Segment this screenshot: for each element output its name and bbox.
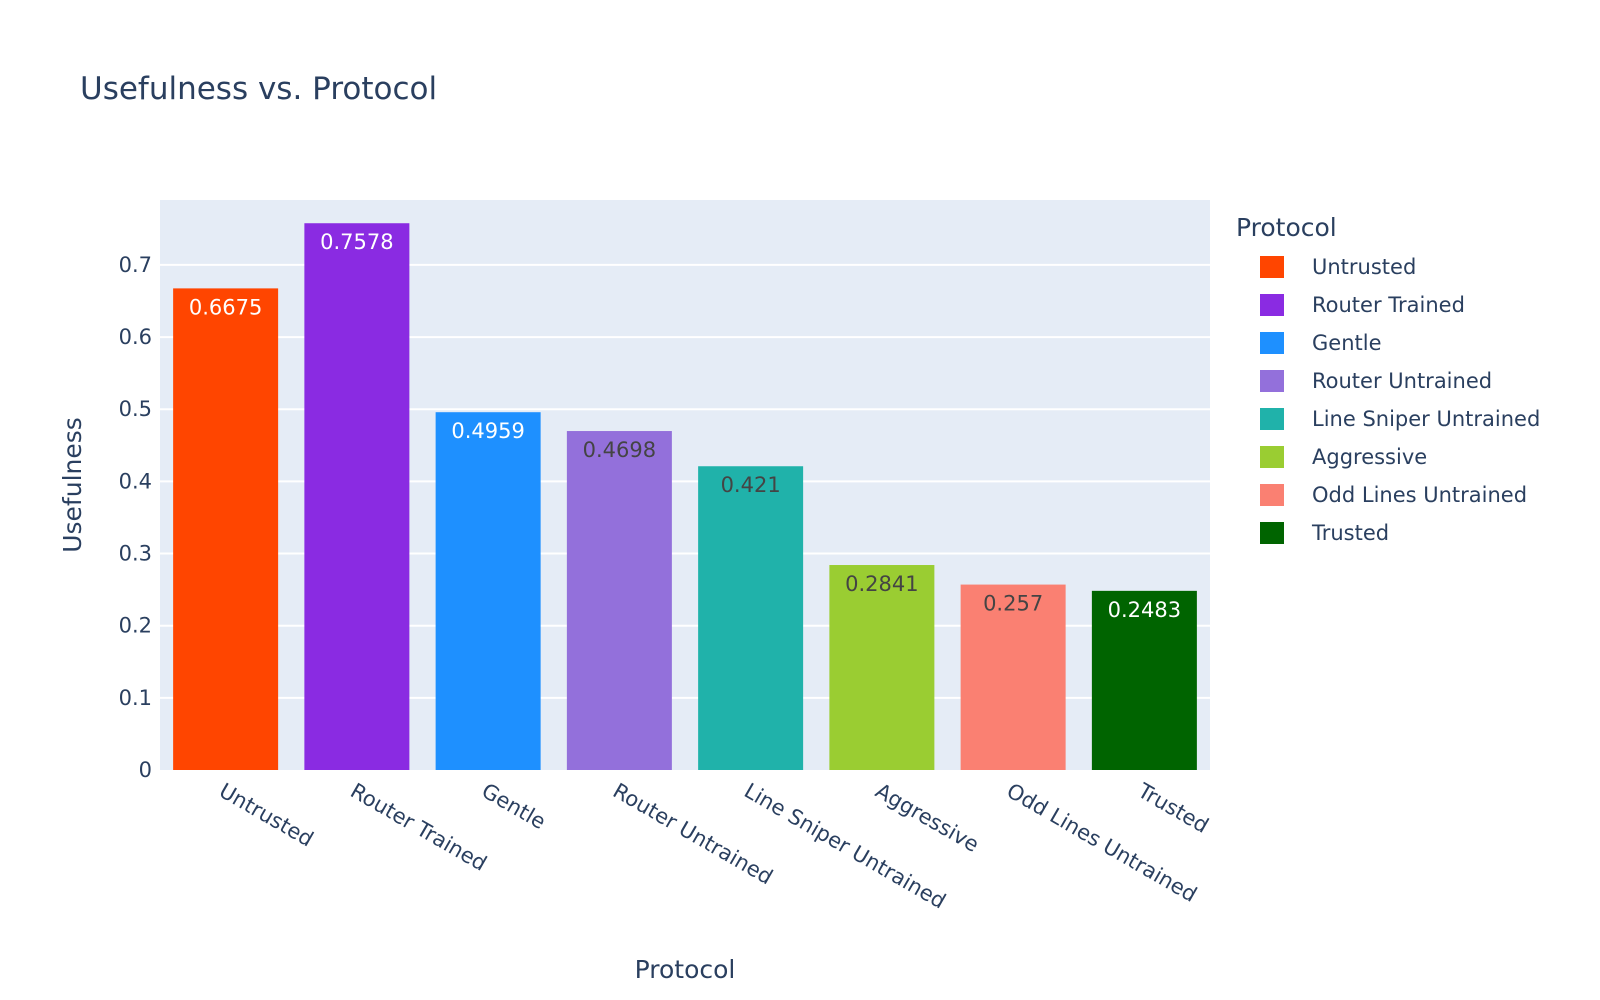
- bar[interactable]: [698, 466, 804, 770]
- legend-label: Router Untrained: [1312, 369, 1492, 393]
- bar[interactable]: [960, 584, 1066, 770]
- y-tick-label: 0.7: [119, 253, 152, 277]
- bar[interactable]: [304, 223, 410, 770]
- legend-swatch: [1260, 256, 1284, 278]
- bar[interactable]: [173, 288, 279, 770]
- legend-swatch: [1260, 370, 1284, 392]
- legend-label: Trusted: [1311, 521, 1389, 545]
- legend-item[interactable]: Aggressive: [1260, 445, 1427, 469]
- bar-value-label: 0.6675: [189, 295, 262, 319]
- legend-item[interactable]: Trusted: [1260, 521, 1389, 545]
- x-tick-label: Aggressive: [871, 779, 983, 857]
- legend-label: Router Trained: [1312, 293, 1465, 317]
- legend-label: Aggressive: [1312, 445, 1427, 469]
- legend-label: Gentle: [1312, 331, 1382, 355]
- legend-item[interactable]: Router Trained: [1260, 293, 1465, 317]
- legend-item[interactable]: Odd Lines Untrained: [1260, 483, 1527, 507]
- bar-value-label: 0.4698: [583, 438, 656, 462]
- x-tick-label: Trusted: [1133, 778, 1213, 838]
- bar[interactable]: [1091, 590, 1197, 770]
- x-tick-label: Untrusted: [215, 779, 317, 852]
- y-tick-label: 0.3: [119, 542, 152, 566]
- y-axis-ticks: 0 0.1 0.2 0.3 0.4 0.5 0.6 0.7: [119, 253, 152, 782]
- bars: 0.6675 0.7578 0.4959 0.4698 0.421 0.2841 0.257…: [173, 223, 1197, 770]
- legend-swatch: [1260, 408, 1284, 430]
- x-tick-label: Router Trained: [346, 779, 490, 876]
- legend-item[interactable]: Router Untrained: [1260, 369, 1492, 393]
- bar-value-label: 0.257: [983, 592, 1043, 616]
- y-tick-label: 0.4: [119, 469, 152, 493]
- x-axis-title: Protocol: [635, 955, 736, 984]
- bar-value-label: 0.2841: [845, 572, 918, 596]
- y-tick-label: 0: [139, 758, 152, 782]
- bar-value-label: 0.4959: [451, 419, 524, 443]
- legend-item[interactable]: Untrusted: [1260, 255, 1416, 279]
- y-tick-label: 0.5: [119, 397, 152, 421]
- y-tick-label: 0.2: [119, 614, 152, 638]
- legend-title: Protocol: [1236, 213, 1337, 242]
- bar-value-label: 0.421: [721, 473, 781, 497]
- legend-swatch: [1260, 522, 1284, 544]
- legend-label: Odd Lines Untrained: [1312, 483, 1527, 507]
- bar-value-label: 0.2483: [1108, 598, 1181, 622]
- bar[interactable]: [829, 565, 935, 770]
- y-tick-label: 0.6: [119, 325, 152, 349]
- legend-label: Untrusted: [1312, 255, 1416, 279]
- y-axis-title: Usefulness: [58, 417, 87, 553]
- legend-item[interactable]: Line Sniper Untrained: [1260, 407, 1540, 431]
- legend-item[interactable]: Gentle: [1260, 331, 1382, 355]
- legend-items: Untrusted Router Trained Gentle Router Untr…: [1260, 255, 1540, 545]
- legend-swatch: [1260, 332, 1284, 354]
- bar[interactable]: [566, 431, 672, 770]
- legend-swatch: [1260, 446, 1284, 468]
- y-tick-label: 0.1: [119, 686, 152, 710]
- legend-swatch: [1260, 484, 1284, 506]
- chart-title: Usefulness vs. Protocol: [80, 71, 437, 107]
- legend-swatch: [1260, 294, 1284, 316]
- bar[interactable]: [435, 412, 541, 770]
- legend-label: Line Sniper Untrained: [1312, 407, 1540, 431]
- bar-value-label: 0.7578: [320, 230, 393, 254]
- x-tick-label: Gentle: [478, 779, 550, 835]
- legend: Protocol Untrusted Router Trained Gentle Ro…: [1236, 213, 1540, 545]
